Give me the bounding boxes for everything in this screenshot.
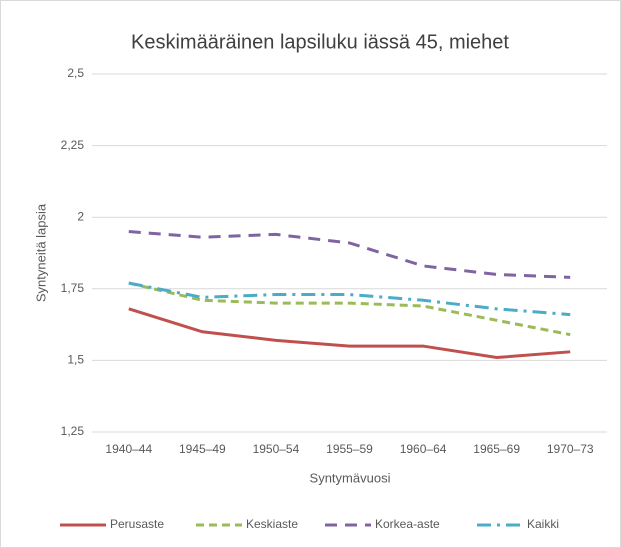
y-axis-title: Syntyneitä lapsia <box>33 203 48 302</box>
x-axis-title: Syntymävuosi <box>310 470 391 485</box>
x-tick-label: 1970–73 <box>547 442 594 456</box>
legend-label: Keskiaste <box>246 517 298 531</box>
series-line <box>128 307 571 360</box>
legend-label: Korkea-aste <box>375 517 440 531</box>
series-line <box>128 281 571 337</box>
legend-label: Kaikki <box>527 517 559 531</box>
legend-label: Perusaste <box>110 517 164 531</box>
x-tick-label: 1955–59 <box>326 442 373 456</box>
y-tick-label: 2,5 <box>67 66 84 80</box>
x-tick-label: 1940–44 <box>105 442 152 456</box>
x-tick-label: 1950–54 <box>253 442 300 456</box>
y-tick-label: 1,75 <box>61 281 85 295</box>
y-tick-label: 1,5 <box>67 353 84 367</box>
x-tick-label: 1965–69 <box>473 442 520 456</box>
chart-title: Keskimääräinen lapsiluku iässä 45, miehe… <box>131 31 509 53</box>
y-tick-label: 2 <box>77 209 84 223</box>
series-line <box>128 281 571 317</box>
y-tick-label: 1,25 <box>61 424 85 438</box>
x-tick-label: 1945–49 <box>179 442 226 456</box>
series-line <box>128 230 571 279</box>
x-tick-label: 1960–64 <box>400 442 447 456</box>
y-tick-label: 2,25 <box>61 138 85 152</box>
